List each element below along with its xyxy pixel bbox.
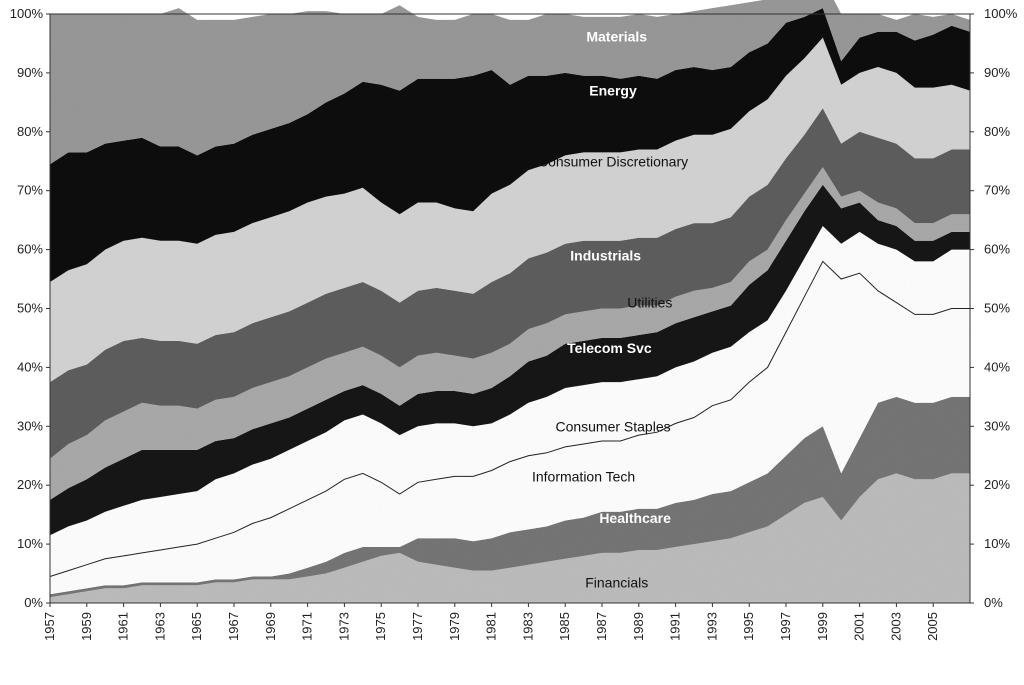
y-tick-label-left: 0% xyxy=(24,595,43,610)
y-tick-label-right: 100% xyxy=(984,6,1018,21)
x-tick-label: 1983 xyxy=(520,612,535,641)
series-label-consumer-discretionary: Consumer Discretionary xyxy=(538,153,688,169)
y-tick-label-left: 100% xyxy=(10,6,44,21)
series-labels: Materials Energy Consumer Discretionary Ind… xyxy=(49,28,970,590)
series-label-industrials: Industrials xyxy=(570,247,641,263)
x-tick-label: 1977 xyxy=(410,612,425,641)
x-tick-label: 1959 xyxy=(79,612,94,641)
x-tick-label: 1999 xyxy=(815,612,830,641)
series-label-healthcare: Healthcare xyxy=(599,510,671,526)
x-tick-label: 2001 xyxy=(852,612,867,641)
y-tick-label-left: 80% xyxy=(17,124,43,139)
y-tick-label-right: 90% xyxy=(984,65,1010,80)
plot-frame xyxy=(49,13,971,604)
x-tick-label: 1965 xyxy=(189,612,204,641)
x-tick-label: 1963 xyxy=(152,612,167,641)
y-tick-label-right: 10% xyxy=(984,536,1010,551)
series-label-telecom-svc: Telecom Svc xyxy=(567,340,652,356)
x-tick-label: 1975 xyxy=(373,612,388,641)
area-financials xyxy=(50,473,970,603)
y-tick-label-left: 10% xyxy=(17,536,43,551)
x-tick-label: 1957 xyxy=(42,612,57,641)
x-tick-label: 1969 xyxy=(263,612,278,641)
area-materials xyxy=(50,0,970,165)
x-tick-label: 2003 xyxy=(888,612,903,641)
y-axis-right: 0% 10% 20% 30% 40% 50% 60% 70% 80% 90% 100% xyxy=(970,6,1018,610)
y-tick-label-right: 30% xyxy=(984,418,1010,433)
y-tick-label-left: 30% xyxy=(17,418,43,433)
area-consumer-discretionary xyxy=(50,37,970,383)
stacked-area-layers xyxy=(50,0,970,603)
y-tick-label-left: 50% xyxy=(17,301,43,316)
series-label-information-tech: Information Tech xyxy=(532,468,635,484)
x-tick-label: 1995 xyxy=(741,612,756,641)
x-tick-label: 1981 xyxy=(484,612,499,641)
x-tick-label: 1989 xyxy=(631,612,646,641)
area-energy xyxy=(50,8,970,282)
area-consumer-staples xyxy=(50,226,970,577)
y-axis-left: 0% 10% 20% 30% 40% 50% 60% 70% 80% 90% 100% xyxy=(10,6,50,610)
x-tick-label: 1973 xyxy=(336,612,351,641)
area-healthcare xyxy=(50,396,970,598)
y-tick-label-left: 90% xyxy=(17,65,43,80)
area-industrials xyxy=(50,108,970,459)
x-tick-label: 1991 xyxy=(668,612,683,641)
series-label-energy: Energy xyxy=(589,83,637,99)
x-tick-label: 1997 xyxy=(778,612,793,641)
x-tick-label: 1967 xyxy=(226,612,241,641)
series-label-utilities: Utilities xyxy=(627,295,672,311)
series-label-financials: Financials xyxy=(585,574,648,590)
series-label-materials: Materials xyxy=(586,28,647,44)
x-tick-label: 1987 xyxy=(594,612,609,641)
area-utilities xyxy=(50,167,970,500)
x-tick-label: 1971 xyxy=(300,612,315,641)
boundary-info-tech-line xyxy=(49,260,970,577)
series-label-consumer-staples: Consumer Staples xyxy=(555,418,670,434)
x-tick-label: 1979 xyxy=(447,612,462,641)
y-tick-label-right: 20% xyxy=(984,477,1010,492)
y-tick-label-right: 40% xyxy=(984,359,1010,374)
area-information-tech xyxy=(50,261,970,595)
area-telecom-svc xyxy=(50,184,970,536)
y-tick-label-right: 0% xyxy=(984,595,1003,610)
x-axis: 1957 1959 1961 1963 1965 1967 1969 1971 1973 1975… xyxy=(42,603,940,641)
y-tick-label-left: 70% xyxy=(17,183,43,198)
y-tick-label-left: 40% xyxy=(17,359,43,374)
x-tick-label: 1961 xyxy=(116,612,131,641)
y-tick-label-left: 60% xyxy=(17,242,43,257)
y-tick-label-left: 20% xyxy=(17,477,43,492)
y-tick-label-right: 80% xyxy=(984,124,1010,139)
y-tick-label-right: 50% xyxy=(984,301,1010,316)
x-tick-label: 1985 xyxy=(557,612,572,641)
y-tick-label-right: 70% xyxy=(984,183,1010,198)
y-tick-label-right: 60% xyxy=(984,242,1010,257)
x-tick-label: 1993 xyxy=(704,612,719,641)
x-tick-label: 2005 xyxy=(925,612,940,641)
